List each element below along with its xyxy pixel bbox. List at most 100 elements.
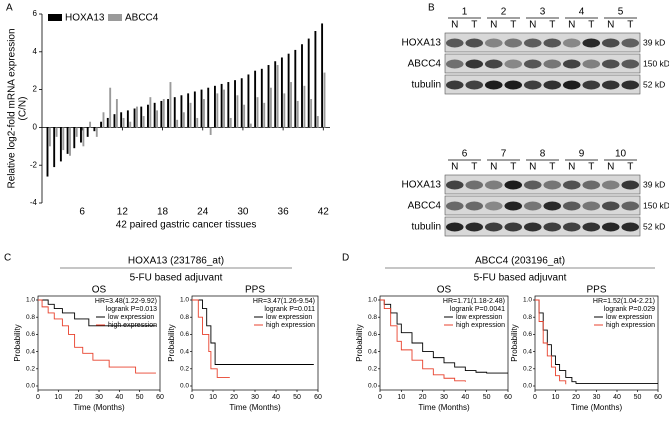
x-tick-label: 36 [278,207,290,218]
blot-band [465,38,484,48]
bar [243,104,246,128]
bar [100,121,103,128]
x-tick-label: 20 [230,394,238,401]
bar [316,116,319,128]
blot-band [504,222,523,232]
y-tick-label: 0 [33,123,38,132]
bar [303,85,306,128]
bar [162,99,165,128]
legend-label: high expression [456,322,505,329]
y-tick-label: 0.2 [523,366,532,373]
y-tick-label: 0.4 [26,348,35,355]
bar [276,65,279,128]
blot-band [562,38,581,48]
km-header-subtitle: 5-FU based adjuvant [130,273,223,284]
x-tick-label: 50 [293,394,301,401]
x-axis-label: Time (Months) [73,403,125,412]
row-label: tubulin [412,80,441,91]
legend-swatch [108,14,122,21]
y-axis-label: (C/N) [18,97,29,121]
y-tick-label: 1.0 [523,297,532,304]
y-tick-label: 0.4 [523,348,532,355]
x-tick-label: 18 [157,207,169,218]
row-label: ABCC4 [408,59,442,70]
lane-label: N [529,162,536,173]
bar [290,82,292,128]
blot-band [504,59,523,69]
bar [126,110,129,128]
annotation: logrank P=0.029 [604,306,655,313]
y-tick-label: 0.8 [368,314,377,321]
lane-label: T [588,20,594,31]
annotation: HR=3.48(1.22-9.92) [95,298,157,305]
annotation: HR=1.52(1.04-2.21) [593,298,655,305]
blot-band [445,59,464,69]
legend-label: low expression [456,314,502,321]
bar [95,127,98,137]
x-tick-label: 0 [190,394,194,401]
bar [254,70,257,128]
blot-band [562,59,581,69]
bar [180,95,183,128]
blot-band [543,222,562,232]
blot-band [621,222,640,232]
blot-band [582,201,601,211]
blot-band [543,180,562,190]
survival-curve [380,299,466,382]
bar [73,127,76,149]
row-label: HOXA13 [402,38,442,49]
legend-swatch [48,14,62,21]
x-tick-label: 40 [461,394,469,401]
plot-title: OS [92,285,107,296]
bar [53,127,56,168]
y-tick-label: 1.0 [180,297,189,304]
bar [236,95,239,128]
x-tick-label: 50 [483,394,491,401]
bar [115,99,118,128]
x-tick-label: 30 [237,207,249,218]
y-tick-label: 0.4 [180,348,189,355]
y-tick-label: 0.6 [368,331,377,338]
blot-band [484,222,503,232]
bar [223,89,225,128]
legend-label: high expression [606,322,655,329]
bar [207,87,210,128]
bar [136,106,138,128]
blot-band [504,38,523,48]
blot-band [601,201,620,211]
bar [82,127,85,147]
bar [263,102,266,128]
blot-band [523,59,542,69]
x-tick-label: 60 [504,394,512,401]
x-tick-label: 60 [156,394,164,401]
bar [296,100,299,128]
blot-band [523,80,542,90]
x-tick-label: 10 [209,394,217,401]
lane-label: N [451,162,458,173]
blot-band [621,80,640,90]
legend-label: low expression [606,314,652,321]
bar [59,127,62,162]
x-tick-label: 20 [75,394,83,401]
y-tick-label: 2 [33,85,38,94]
blot-band [445,180,464,190]
lane-label: T [627,162,633,173]
lane-label: T [471,20,477,31]
bar [213,85,216,128]
lane-label: T [549,20,555,31]
x-tick-label: 40 [115,394,123,401]
blot-band [484,38,503,48]
blot-band [523,38,542,48]
x-tick-label: 10 [397,394,405,401]
lane-label: T [627,20,633,31]
bar [167,99,169,128]
x-tick-label: 0 [378,394,382,401]
bar [46,127,49,177]
bar [247,74,250,128]
blot-band [465,180,484,190]
blot-band [465,222,484,232]
x-tick-label: 30 [251,394,259,401]
blot-band [504,180,523,190]
blot-band [445,222,464,232]
blot-band [484,201,503,211]
